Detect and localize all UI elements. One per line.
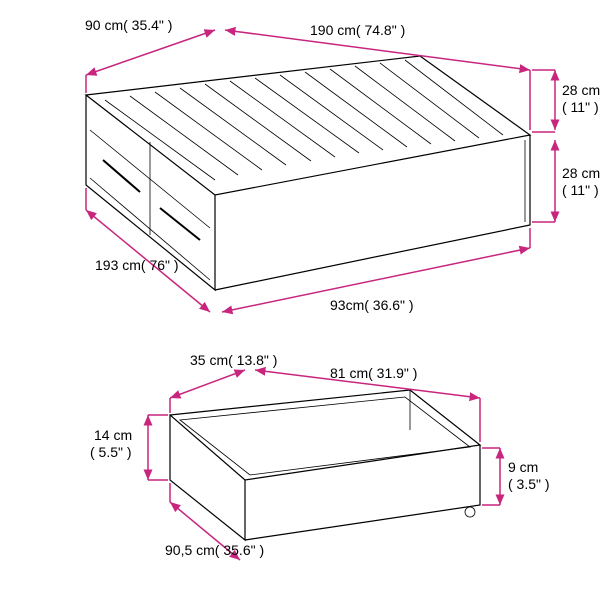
dim-drawer-left-b: ( 5.5" ) — [90, 444, 132, 460]
dim-drawer-right-b: ( 3.5" ) — [508, 476, 550, 492]
dim-bed-right-bot-b: ( 11" ) — [562, 182, 599, 198]
drawer-drawing: 35 cm( 13.8" ) 81 cm( 31.9" ) 14 cm ( 5.… — [90, 352, 550, 560]
dim-bed-right-top-a: 28 cm — [562, 82, 600, 98]
dim-bed-right-top-b: ( 11" ) — [562, 99, 599, 115]
technical-diagram: 90 cm( 35.4" ) 190 cm( 74.8" ) 28 cm ( 1… — [0, 0, 600, 600]
dim-bed-front-length: 193 cm( 76" ) — [95, 257, 179, 273]
dim-drawer-top-length: 81 cm( 31.9" ) — [330, 365, 417, 381]
dim-bed-top-width: 90 cm( 35.4" ) — [85, 17, 172, 33]
dim-drawer-top-depth: 35 cm( 13.8" ) — [190, 352, 277, 368]
dim-bed-right-bot-a: 28 cm — [562, 165, 600, 181]
dim-drawer-right-a: 9 cm — [508, 459, 538, 475]
dim-bed-top-length: 190 cm( 74.8" ) — [310, 22, 405, 38]
dim-drawer-front: 90,5 cm( 35.6" ) — [165, 542, 264, 558]
bed-frame-drawing: 90 cm( 35.4" ) 190 cm( 74.8" ) 28 cm ( 1… — [85, 17, 600, 313]
dim-drawer-left-a: 14 cm — [94, 427, 132, 443]
dim-bed-front-width: 93cm( 36.6" ) — [330, 297, 414, 313]
